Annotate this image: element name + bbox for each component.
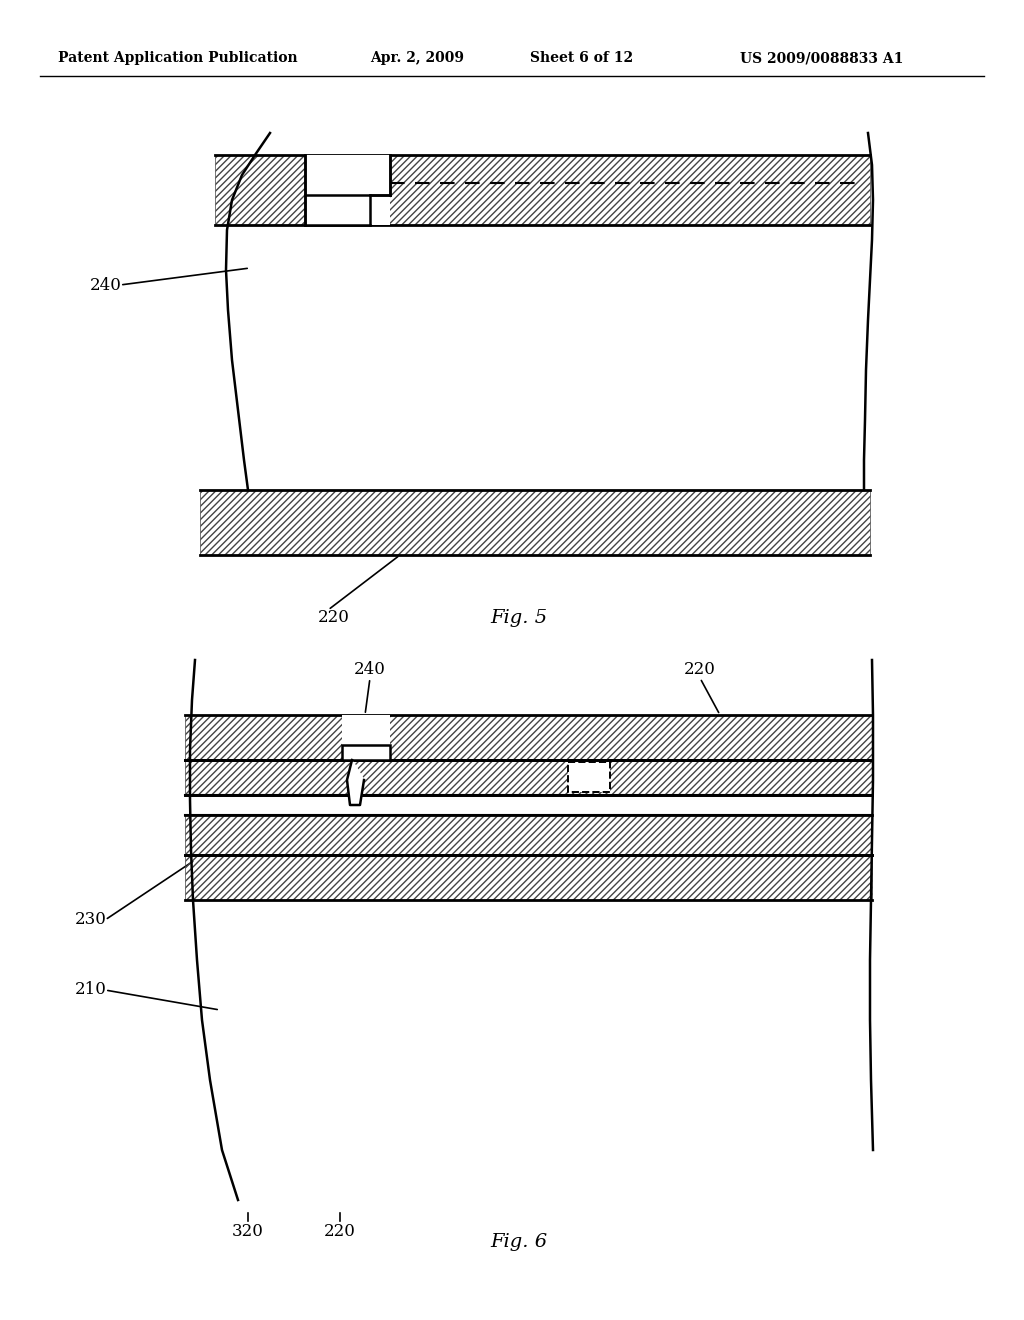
Bar (185, 760, 872, 795)
Text: Patent Application Publication: Patent Application Publication (58, 51, 298, 65)
Bar (185, 715, 872, 760)
Text: Fig. 5: Fig. 5 (490, 609, 547, 627)
Bar (305, 154, 390, 224)
Text: 320: 320 (232, 1224, 264, 1241)
Bar (342, 715, 390, 760)
Bar (200, 490, 870, 554)
Bar (200, 490, 870, 554)
Bar (185, 855, 872, 900)
Text: Apr. 2, 2009: Apr. 2, 2009 (370, 51, 464, 65)
Text: 240: 240 (354, 661, 386, 678)
Bar (342, 744, 390, 760)
Bar (185, 855, 872, 900)
Text: Sheet 6 of 12: Sheet 6 of 12 (530, 51, 633, 65)
Bar (185, 795, 872, 814)
Text: 220: 220 (318, 610, 350, 627)
Bar (568, 762, 610, 792)
Text: US 2009/0088833 A1: US 2009/0088833 A1 (740, 51, 903, 65)
Text: 230: 230 (75, 912, 106, 928)
Polygon shape (347, 760, 364, 805)
Bar (185, 814, 872, 855)
Bar (215, 154, 870, 224)
Text: 220: 220 (684, 661, 716, 678)
Bar (215, 154, 870, 224)
Bar (185, 814, 872, 855)
Text: Fig. 6: Fig. 6 (490, 1233, 547, 1251)
Text: 240: 240 (90, 276, 122, 293)
Text: 210: 210 (75, 982, 106, 998)
Bar (185, 760, 872, 795)
Bar (185, 715, 872, 760)
Text: 220: 220 (324, 1224, 356, 1241)
